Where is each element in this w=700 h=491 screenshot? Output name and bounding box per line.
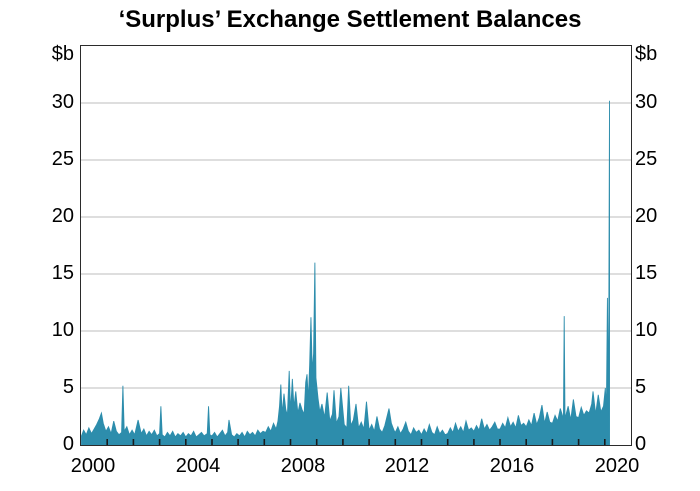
- x-axis-tick-label-2016: 2016: [489, 455, 535, 477]
- y-axis-tick-label-right-0: 0: [635, 433, 647, 455]
- chart-title: ‘Surplus’ Exchange Settlement Balances: [118, 6, 582, 33]
- y-axis-tick-label-right-5: 5: [635, 376, 647, 398]
- x-axis-tick-label-2000: 2000: [70, 455, 116, 477]
- y-axis-tick-label-right-15: 15: [635, 262, 658, 284]
- y-axis-tick-label-right-20: 20: [635, 205, 658, 227]
- series-canvas: [81, 100, 631, 445]
- y-axis-tick-label-left-30: 30: [51, 91, 74, 113]
- y-axis-tick-label-right-25: 25: [635, 148, 658, 170]
- y-axis-tick-label-left-15: 15: [51, 262, 74, 284]
- y-axis-unit-label-left: $b: [51, 43, 74, 65]
- es-balances-series: [81, 100, 610, 445]
- y-axis-tick-label-left-10: 10: [51, 319, 74, 341]
- x-axis-tick-label-2020: 2020: [594, 455, 640, 477]
- gridlines: [81, 102, 631, 389]
- x-axis-ticks: [106, 439, 606, 445]
- y-axis-tick-label-left-5: 5: [62, 376, 74, 398]
- y-axis-tick-label-right-30: 30: [635, 91, 658, 113]
- y-axis-tick-label-left-20: 20: [51, 205, 74, 227]
- x-axis-tick-label-2008: 2008: [280, 455, 326, 477]
- plot-area: [80, 45, 632, 446]
- x-axis-tick-label-2012: 2012: [384, 455, 430, 477]
- y-axis-tick-label-left-0: 0: [62, 433, 74, 455]
- x-axis-tick-label-2004: 2004: [175, 455, 221, 477]
- y-axis-tick-label-left-25: 25: [51, 148, 74, 170]
- y-axis-unit-label-right: $b: [635, 43, 658, 65]
- y-axis-tick-label-right-10: 10: [635, 319, 658, 341]
